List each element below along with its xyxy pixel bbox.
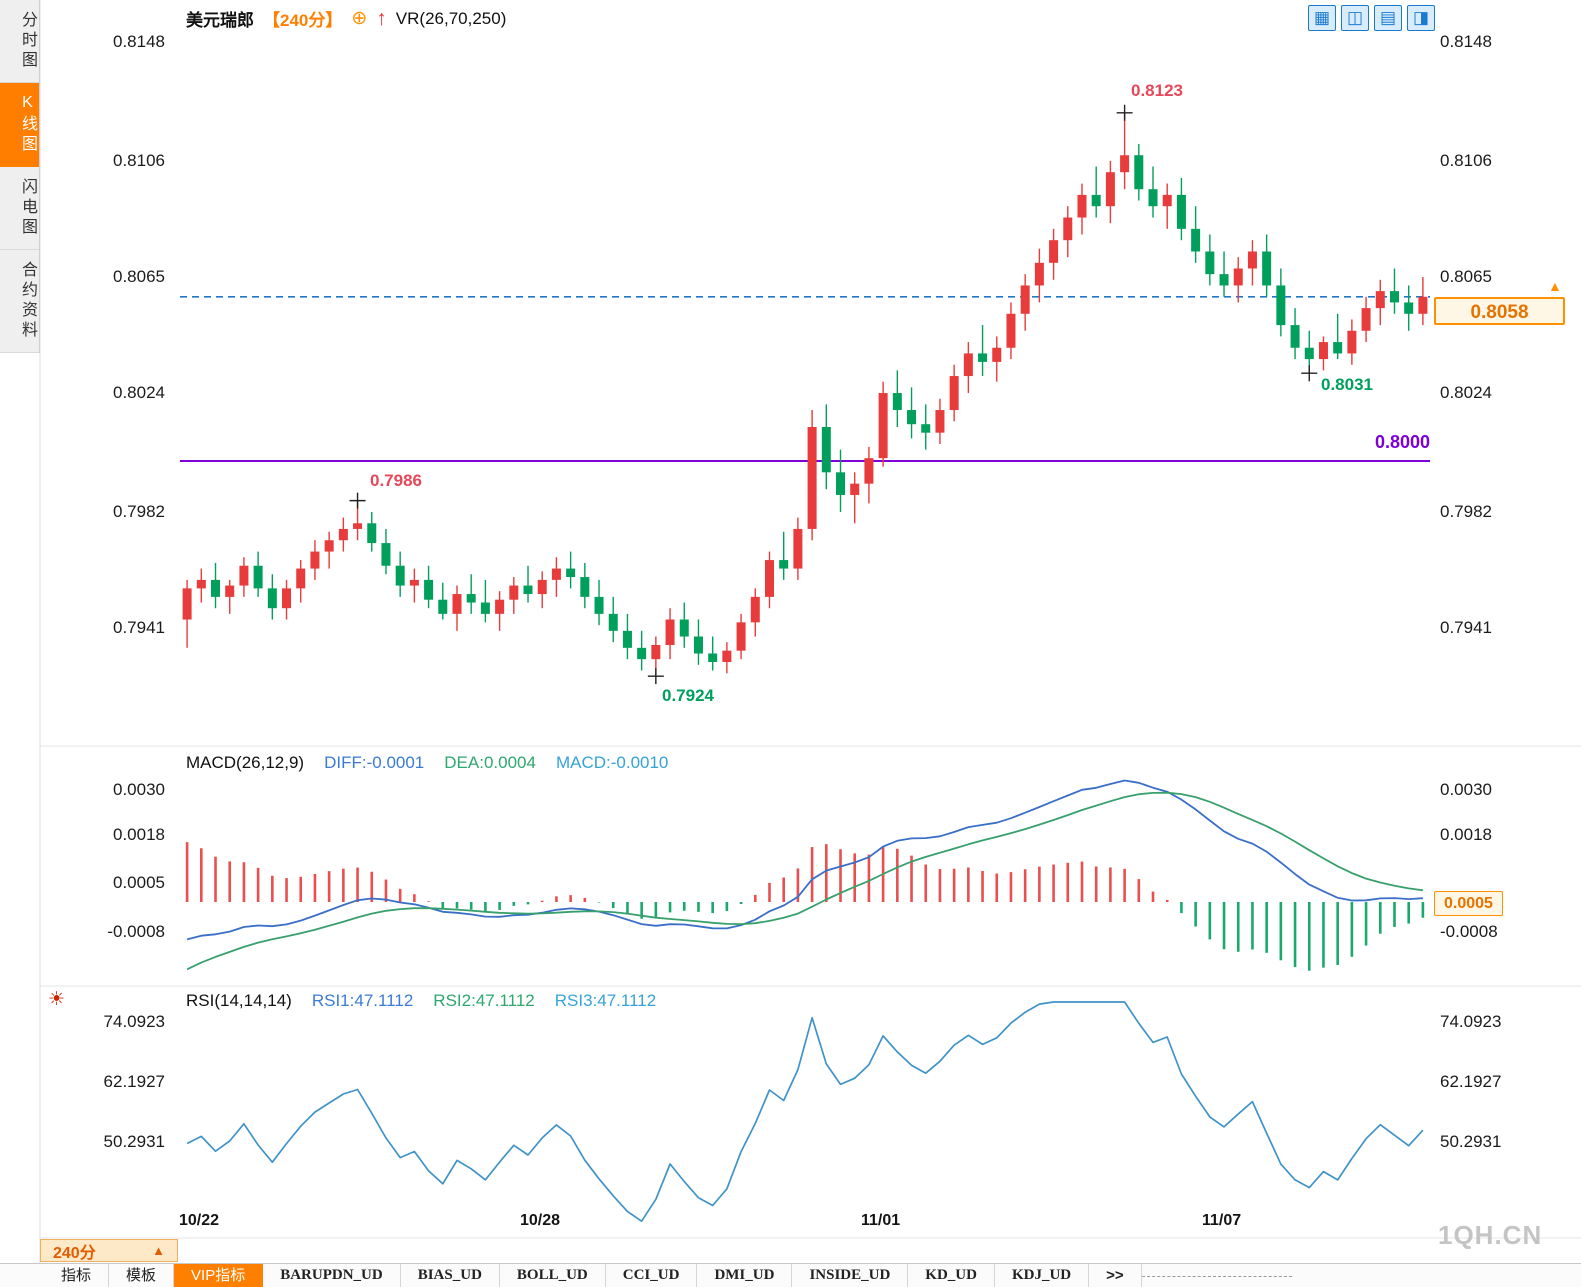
round-level-label: 0.8000 <box>1374 432 1430 452</box>
price-axis-tick-right: 0.8065 <box>1440 267 1492 286</box>
indicator-tab-bar: 指标 模板 VIP指标 BARUPDN_UD BIAS_UD BOLL_UD CCI_UD D… <box>0 1263 1581 1287</box>
macd-axis-tick-left: 0.0030 <box>113 780 165 799</box>
bottom-tab-vip-[interactable]: VIP指标 <box>174 1264 264 1287</box>
triangle-up-icon: ▲ <box>152 1243 165 1258</box>
rsi-axis-tick-right: 50.2931 <box>1440 1132 1502 1151</box>
bottom-tab-kdj_ud[interactable]: KDJ_UD <box>995 1264 1090 1287</box>
chart-window-icon[interactable]: ◫ <box>1341 5 1369 31</box>
macd-axis-tick-left: 0.0005 <box>113 873 165 892</box>
bottom-tab--[interactable]: >> <box>1089 1264 1142 1287</box>
bottom-tab-bias_ud[interactable]: BIAS_UD <box>401 1264 500 1287</box>
price-axis-tick-right: 0.8148 <box>1440 32 1492 51</box>
period-label[interactable]: 【240分】 <box>263 11 343 30</box>
price-annotation: 0.8123 <box>1131 81 1183 100</box>
period-selector-value: 240分 <box>53 1244 96 1262</box>
split-panel-icon[interactable]: ◨ <box>1407 5 1435 31</box>
price-axis-tick-left: 0.8065 <box>113 267 165 286</box>
indicator-settings-sun-icon[interactable]: ☀ <box>48 989 66 1010</box>
price-annotation: 0.8031 <box>1321 375 1373 394</box>
add-indicator-icon[interactable]: ⊕ <box>351 8 368 29</box>
macd-macd-value: MACD:-0.0010 <box>555 753 669 772</box>
rsi-axis-tick-right: 62.1927 <box>1440 1072 1502 1091</box>
rsi1-value: RSI1:47.1112 <box>311 991 414 1010</box>
sidebar: 分时图 K线图 闪电图 合约资料 <box>0 0 40 353</box>
rsi-axis-tick-left: 62.1927 <box>103 1072 165 1091</box>
price-axis-tick-right: 0.8106 <box>1440 151 1492 170</box>
macd-axis-tick-right: -0.0008 <box>1440 922 1498 941</box>
bottom-tab-kd_ud[interactable]: KD_UD <box>908 1264 995 1287</box>
bar-panel-icon[interactable]: ▤ <box>1374 5 1402 31</box>
bottom-tab--[interactable]: 模板 <box>109 1264 175 1287</box>
price-axis-tick-left: 0.8024 <box>113 383 165 402</box>
macd-header: MACD(26,12,9) DIFF:-0.0001 DEA:0.0004 MA… <box>186 753 668 773</box>
date-tick: 10/22 <box>179 1212 220 1229</box>
price-annotation: 0.7986 <box>370 471 422 490</box>
watermark: 1QH.CN <box>1438 1220 1543 1250</box>
bottom-tab--[interactable]: 指标 <box>44 1264 110 1287</box>
macd-axis-tick-left: 0.0018 <box>113 825 165 844</box>
toolbar-icons: ▦ ◫ ▤ ◨ <box>1308 5 1435 31</box>
symbol-name: 美元瑞郎 <box>186 11 254 30</box>
macd-diff-value: DIFF:-0.0001 <box>324 753 425 772</box>
rsi3-value: RSI3:47.1112 <box>554 991 657 1010</box>
date-tick: 11/01 <box>861 1212 901 1229</box>
price-axis-tick-right: 0.8024 <box>1440 383 1492 402</box>
price-axis-tick-right: 0.7941 <box>1440 618 1492 637</box>
date-tick: 11/07 <box>1202 1212 1242 1229</box>
bottom-tab-inside_ud[interactable]: INSIDE_UD <box>792 1264 909 1287</box>
sidebar-tab-kline-chart[interactable]: K线图 <box>0 83 39 167</box>
macd-axis-tick-right: 0.0018 <box>1440 825 1492 844</box>
up-arrow-icon: ↑ <box>376 7 387 30</box>
price-axis-tick-left: 0.8106 <box>113 151 165 170</box>
price-axis-tick-left: 0.7941 <box>113 618 165 637</box>
period-selector[interactable]: 240分 ▲ <box>40 1239 178 1262</box>
macd-params-label[interactable]: MACD(26,12,9) <box>186 753 305 772</box>
rsi-axis-tick-left: 74.0923 <box>103 1012 165 1031</box>
price-axis-tick-left: 0.7982 <box>113 502 165 521</box>
macd-axis-tick-left: -0.0008 <box>107 922 165 941</box>
bottom-tab-boll_ud[interactable]: BOLL_UD <box>500 1264 606 1287</box>
macd-last-value-box: 0.0005 <box>1434 891 1503 916</box>
bottom-tab-dmi_ud[interactable]: DMI_UD <box>697 1264 793 1287</box>
sidebar-tab-time-chart[interactable]: 分时图 <box>0 0 39 83</box>
rsi-header: RSI(14,14,14) RSI1:47.1112 RSI2:47.1112 … <box>186 991 656 1011</box>
bottom-tab-barupdn_ud[interactable]: BARUPDN_UD <box>263 1264 401 1287</box>
macd-dea-value: DEA:0.0004 <box>444 753 536 772</box>
sidebar-tab-contract-info[interactable]: 合约资料 <box>0 250 39 353</box>
layout-grid-icon[interactable]: ▦ <box>1308 5 1336 31</box>
chart-title-bar: 美元瑞郎 【240分】 ⊕ ↑ VR(26,70,250) <box>186 6 506 31</box>
last-price-box: 0.8058 <box>1434 297 1565 325</box>
macd-axis-tick-right: 0.0030 <box>1440 780 1492 799</box>
date-tick: 10/28 <box>520 1212 561 1229</box>
sidebar-tab-lightning-chart[interactable]: 闪电图 <box>0 167 39 250</box>
rsi2-value: RSI2:47.1112 <box>433 991 535 1010</box>
rsi-params-label[interactable]: RSI(14,14,14) <box>186 991 292 1010</box>
price-axis-tick-right: 0.7982 <box>1440 502 1492 521</box>
price-annotation: 0.7924 <box>662 686 714 705</box>
tab-bar-dash-filler <box>1141 1276 1292 1287</box>
rsi-axis-tick-left: 50.2931 <box>103 1132 165 1151</box>
price-axis-tick-left: 0.8148 <box>113 32 165 51</box>
price-marker-arrow-icon: ▲ <box>1548 278 1562 294</box>
rsi-axis-tick-right: 74.0923 <box>1440 1012 1502 1031</box>
vr-indicator-label: VR(26,70,250) <box>395 8 507 28</box>
bottom-tab-cci_ud[interactable]: CCI_UD <box>606 1264 698 1287</box>
